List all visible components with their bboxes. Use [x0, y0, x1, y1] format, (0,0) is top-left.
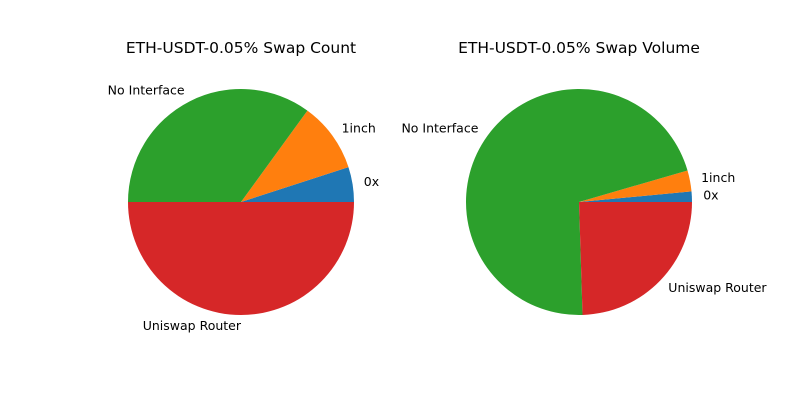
slice-label-1inch: 1inch: [701, 170, 735, 185]
slice-label-uniswap-router: Uniswap Router: [668, 280, 767, 295]
pie-slice-no-interface: [128, 88, 308, 202]
slice-label-0x: 0x: [703, 188, 718, 203]
pie-slice-uniswap-router: [128, 202, 354, 315]
slice-label-1inch: 1inch: [342, 120, 376, 135]
slice-label-no-interface: No Interface: [401, 120, 478, 135]
slice-labels: 0x 1inch No Interface Uniswap Router: [401, 120, 767, 295]
slice-label-uniswap-router: Uniswap Router: [143, 318, 242, 333]
chart-title: ETH-USDT-0.05% Swap Count: [126, 39, 356, 57]
chart-title: ETH-USDT-0.05% Swap Volume: [458, 39, 700, 57]
pie-slice-1inch: [241, 110, 349, 202]
swap-volume-pie-chart: ETH-USDT-0.05% Swap Volume 0x 1inch No Int…: [401, 39, 767, 315]
pie-slice-0x: [579, 191, 692, 202]
swap-count-pie-chart: ETH-USDT-0.05% Swap Count 0x 1inch No Inte…: [108, 39, 379, 333]
pie-slice-0x: [241, 167, 354, 202]
slice-labels: 0x 1inch No Interface Uniswap Router: [108, 83, 379, 333]
slice-label-no-interface: No Interface: [108, 83, 185, 98]
slices: [465, 88, 692, 315]
pie-slice-no-interface: [465, 88, 688, 315]
slice-label-0x: 0x: [364, 174, 379, 189]
slices: [128, 88, 354, 315]
pie-slice-uniswap-router: [579, 202, 692, 315]
pie-slice-1inch: [579, 170, 692, 202]
